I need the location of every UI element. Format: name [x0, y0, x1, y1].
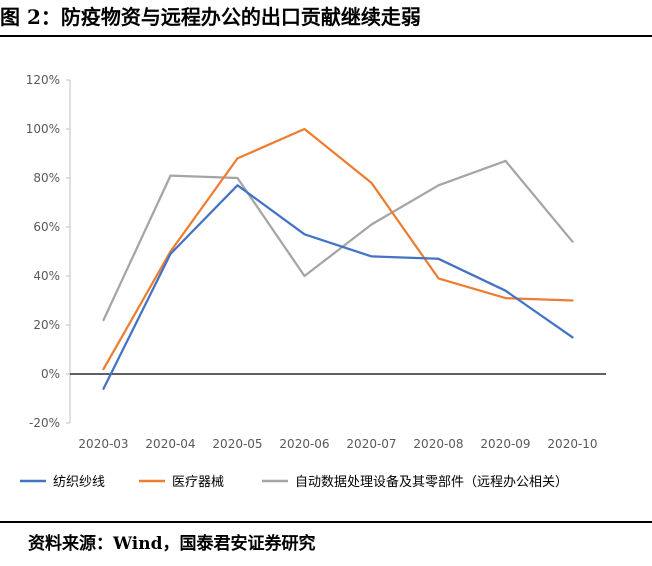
y-tick-label: 120%: [26, 73, 60, 87]
y-axis: -20% 0% 20% 40% 60% 80% 100% 120%: [26, 73, 71, 430]
series-lines: [102, 127, 574, 390]
y-tick-label: 60%: [33, 220, 60, 234]
legend-label: 自动数据处理设备及其零部件（远程办公相关）: [295, 474, 568, 490]
series-line: [102, 127, 574, 371]
y-tick-label: 100%: [26, 122, 60, 136]
x-tick-label: 2020-07: [346, 437, 396, 451]
x-axis: 2020-03 2020-04 2020-05 2020-06 2020-07 2020-…: [70, 373, 606, 451]
source-divider: [0, 521, 652, 523]
y-tick-label: -20%: [29, 416, 60, 430]
x-tick-label: 2020-03: [78, 437, 128, 451]
y-tick-label: 80%: [33, 171, 60, 185]
legend-item-2: 医疗器械: [139, 475, 224, 490]
x-tick-label: 2020-10: [547, 437, 597, 451]
legend-label: 医疗器械: [172, 475, 224, 490]
x-tick-label: 2020-08: [413, 437, 463, 451]
x-tick-label: 2020-09: [480, 437, 530, 451]
legend-label: 纺织纱线: [53, 475, 105, 490]
y-tick-label: 20%: [33, 318, 60, 332]
source-note: 资料来源：Wind，国泰君安证券研究: [28, 534, 316, 554]
figure-title: 图 2：防疫物资与远程办公的出口贡献继续走弱: [0, 5, 421, 29]
y-tick-label: 0%: [41, 367, 60, 381]
line-chart: -20%0%20%40%60%80%100%120% 2020-03 2020-0…: [20, 73, 606, 490]
y-tick-label: 40%: [33, 269, 60, 283]
series-3: [102, 159, 574, 322]
x-tick-label: 2020-04: [145, 437, 195, 451]
legend: 纺织纱线 医疗器械 自动数据处理设备及其零部件（远程办公相关）: [20, 474, 568, 490]
x-tick-label: 2020-06: [279, 437, 329, 451]
series-line: [102, 184, 574, 390]
series-2: [102, 127, 574, 371]
legend-item-1: 纺织纱线: [20, 475, 105, 490]
series-line: [102, 159, 574, 322]
legend-item-3: 自动数据处理设备及其零部件（远程办公相关）: [262, 474, 568, 490]
x-tick-label: 2020-05: [212, 437, 262, 451]
title-divider: [0, 35, 652, 37]
series-1: [102, 184, 574, 390]
